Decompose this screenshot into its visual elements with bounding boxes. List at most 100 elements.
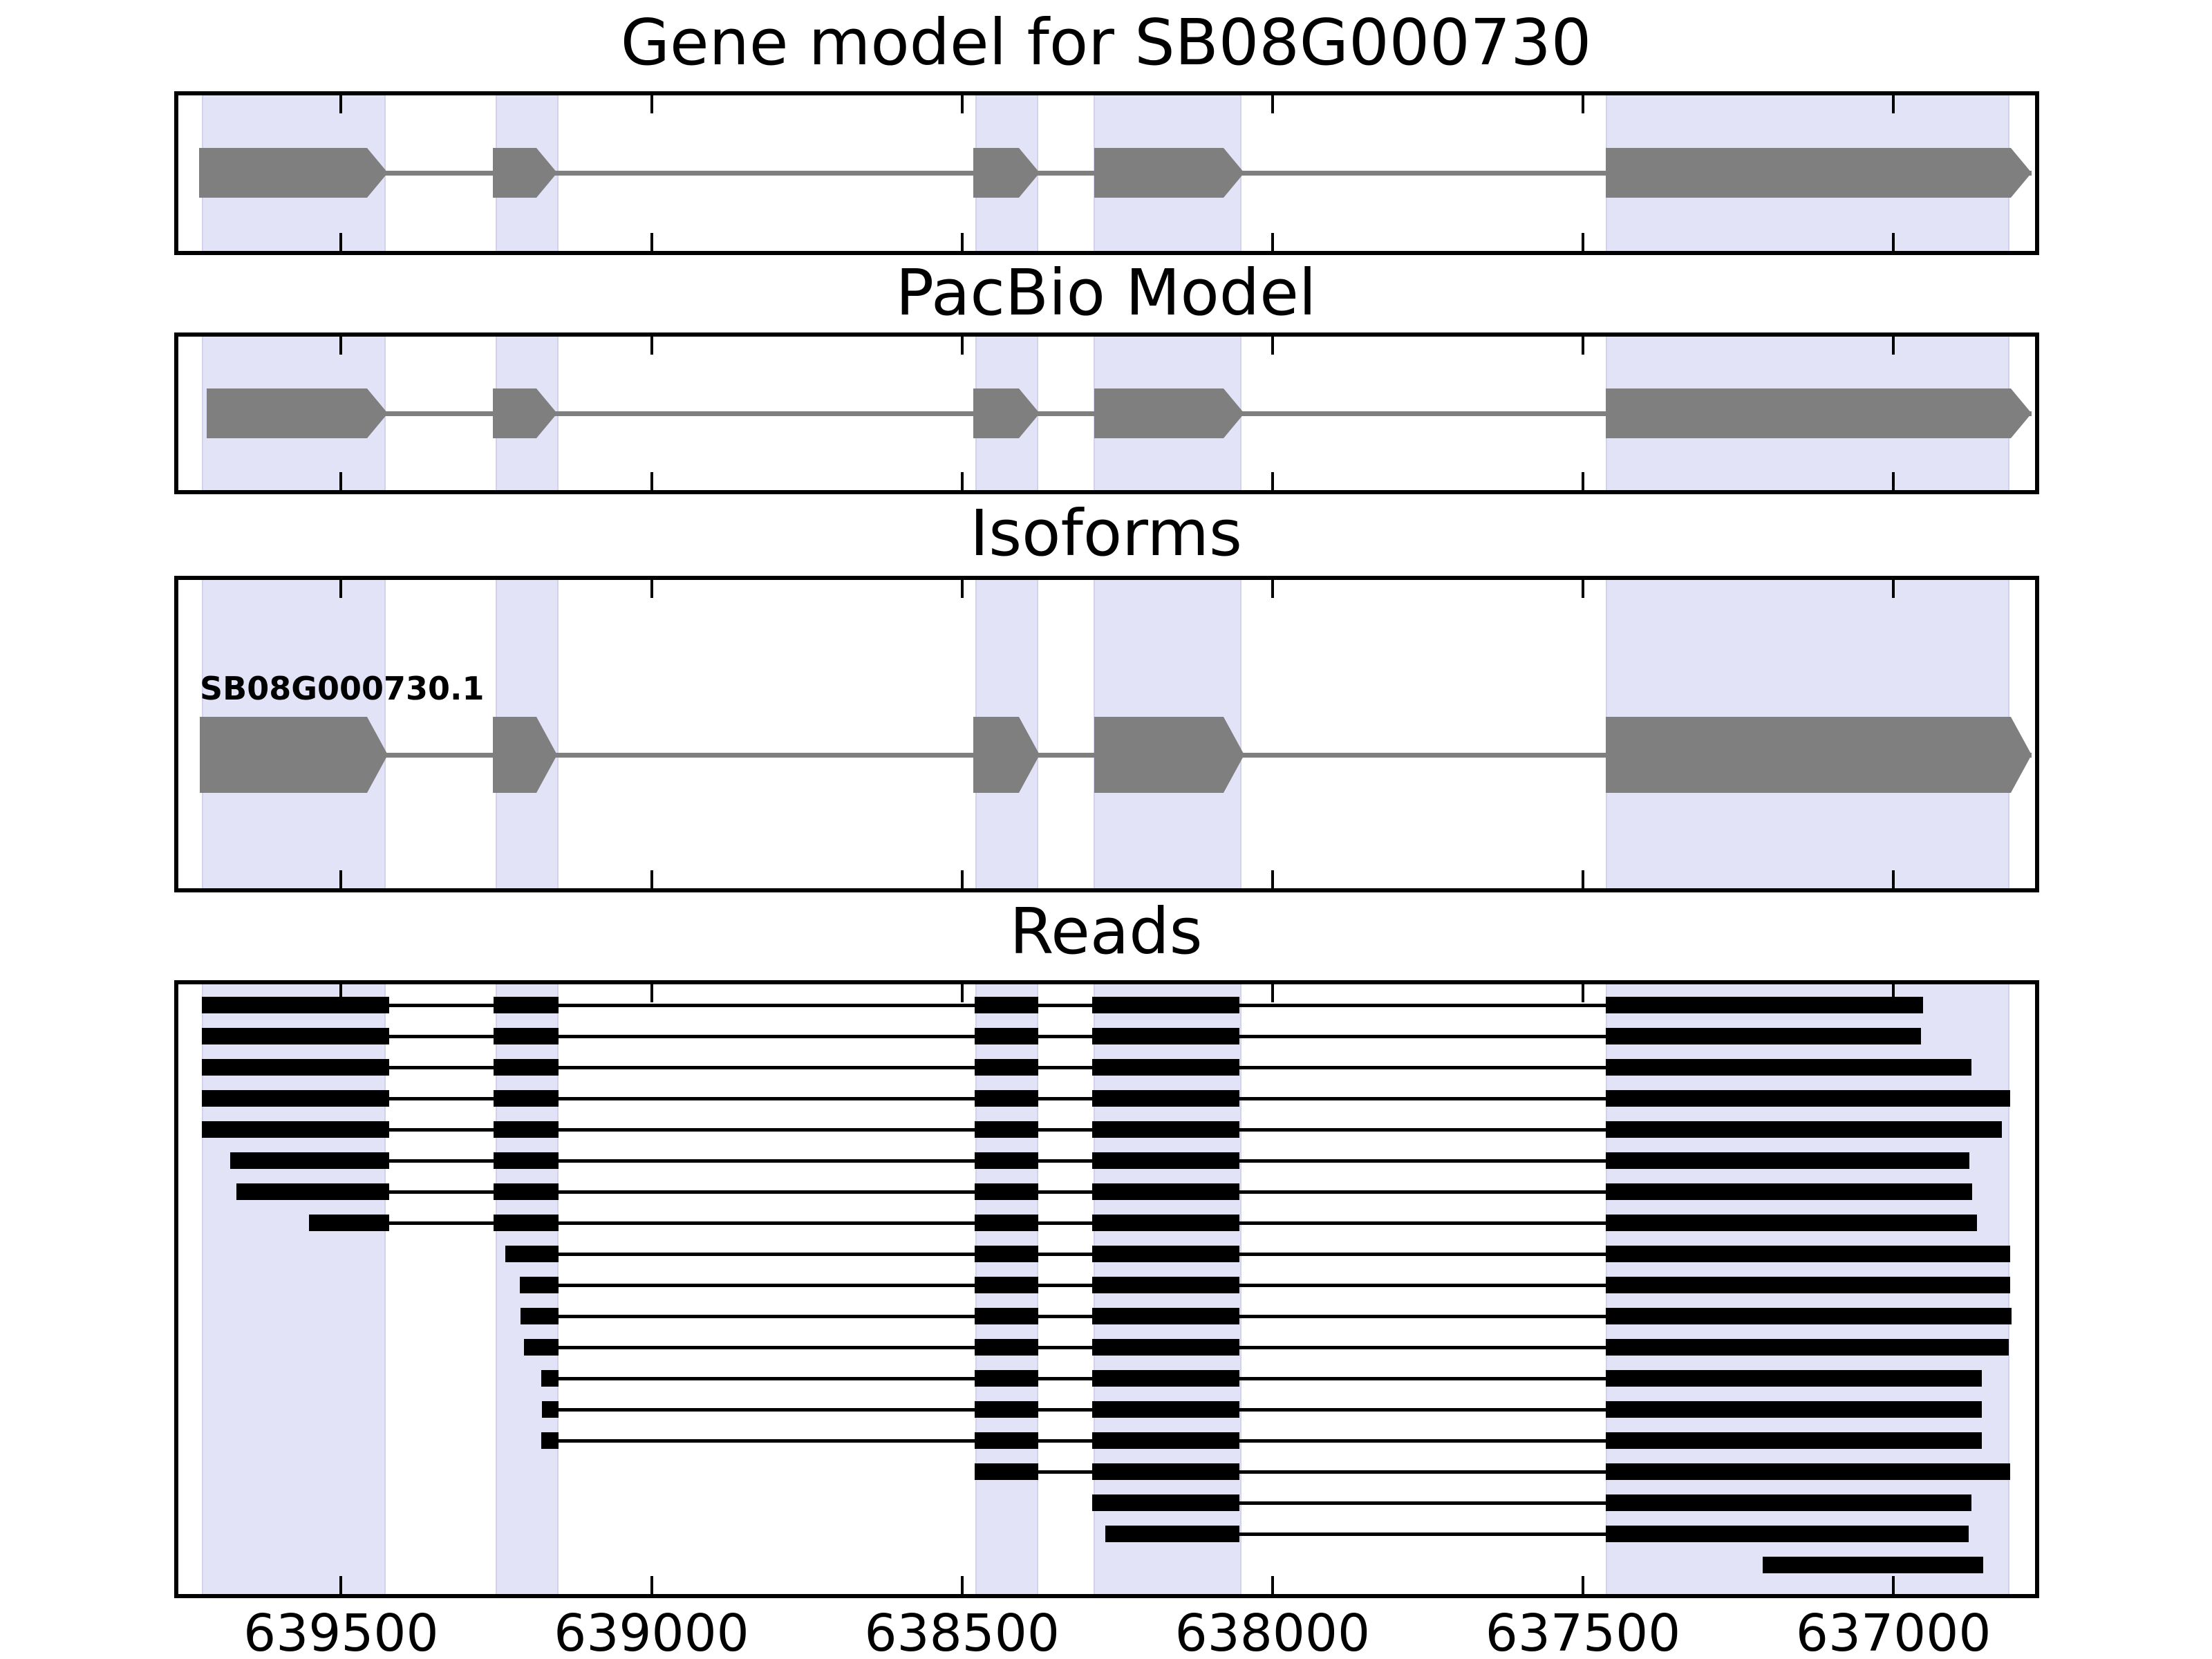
read-exon-block [974,1028,1039,1044]
axis-tick-mark [960,95,964,113]
exon-block [1094,717,1224,793]
axis-tick-mark [1271,870,1274,888]
exon-arrow-tip [1223,388,1244,438]
exon-block [1094,388,1224,438]
main-title: Gene model for SB08G000730 [620,6,1592,79]
read-exon-block [1606,1526,1969,1542]
read-exon-block [494,1152,559,1169]
axis-tick-mark [960,233,964,251]
read-exon-block [1092,1339,1240,1356]
read-exon-block [1092,997,1240,1013]
axis-tick-mark [1892,233,1895,251]
panel-reads [174,980,2039,1598]
axis-tick-mark [1271,1576,1274,1594]
read-exon-block [974,1183,1039,1200]
axis-tick-mark [650,1576,653,1594]
isoform-name-label: SB08G000730.1 [200,670,485,707]
title-isoforms: Isoforms [970,496,1242,570]
read-exon-block [974,1121,1039,1138]
read-exon-block [1606,1028,1921,1044]
read-exon-block [1606,1494,1972,1511]
read-exon-block [974,1339,1039,1356]
read-intron-line [541,1376,1982,1380]
axis-tick-mark [1892,580,1895,598]
read-intron-line [1092,1501,1972,1505]
axis-tick-mark [1582,95,1585,113]
exon-arrow-tip [1018,388,1040,438]
read-exon-block [1606,1463,2011,1480]
axis-tick-mark [1582,984,1585,1002]
read-exon-block [1105,1526,1240,1542]
x-tick-label: 638000 [1174,1604,1371,1659]
read-exon-block [1606,1246,2011,1262]
x-axis: 639500 639000 638500 638000 637500 637000 [0,1608,2212,1659]
read-exon-block [494,1028,559,1044]
read-intron-line [974,1470,2011,1474]
read-intron-line [202,1003,1924,1007]
read-exon-block [1092,1090,1240,1107]
axis-tick-mark [1892,984,1895,1002]
exon-block [492,388,536,438]
exon-block [1094,148,1224,198]
read-exon-block [202,1028,390,1044]
read-exon-block [1092,1308,1240,1324]
read-exon-block [1606,1183,1973,1200]
x-tick-label: 639500 [243,1604,439,1659]
read-intron-line [520,1314,2012,1318]
read-exon-block [1092,1215,1240,1231]
read-exon-block [494,1215,559,1231]
read-exon-block [520,1277,559,1293]
read-exon-block [974,1432,1039,1449]
axis-tick-mark [650,337,653,355]
x-tick-label: 639000 [554,1604,749,1659]
read-exon-block [974,1059,1039,1076]
axis-tick-mark [1582,580,1585,598]
read-exon-block [1606,997,1924,1013]
axis-tick-mark [650,870,653,888]
read-exon-block [1092,1494,1240,1511]
read-exon-block [1606,1152,1969,1169]
read-exon-block [1606,1121,2003,1138]
read-intron-line [541,1407,1982,1412]
read-exon-block [974,1463,1039,1480]
exon-block [198,148,367,198]
read-exon-block [1092,1028,1240,1044]
exon-arrow-tip [1018,717,1040,793]
axis-tick-mark [339,870,343,888]
exon-block [973,388,1019,438]
exon-block [207,388,367,438]
read-exon-block [541,1401,559,1418]
axis-tick-mark [960,472,964,490]
read-exon-block [494,1090,559,1107]
panel-isoforms [174,576,2039,892]
read-exon-block [974,1370,1039,1387]
exon-block [1606,148,2011,198]
exon-block [200,717,367,793]
axis-tick-mark [650,472,653,490]
axis-tick-mark [1582,472,1585,490]
x-tick-label: 637500 [1485,1604,1681,1659]
axis-tick-mark [339,95,343,113]
read-exon-block [1092,1432,1240,1449]
axis-tick-mark [339,472,343,490]
axis-tick-mark [339,1576,343,1594]
read-exon-block [1092,1059,1240,1076]
read-intron-line [505,1252,2011,1256]
exon-arrow-tip [1223,148,1244,198]
axis-tick-mark [650,984,653,1002]
panel-gene-model [174,91,2039,255]
exon-block [1606,388,2011,438]
exon-arrow-tip [536,388,557,438]
axis-tick-mark [960,580,964,598]
axis-tick-mark [650,95,653,113]
exon-arrow-tip [366,717,388,793]
axis-tick-mark [339,984,343,1002]
title-pacbio-model: PacBio Model [895,256,1317,330]
read-exon-block [1606,1059,1972,1076]
read-exon-block [1606,1277,2011,1293]
read-intron-line [202,1034,1921,1038]
exon-arrow-tip [536,148,557,198]
axis-tick-mark [1271,233,1274,251]
axis-tick-mark [339,580,343,598]
